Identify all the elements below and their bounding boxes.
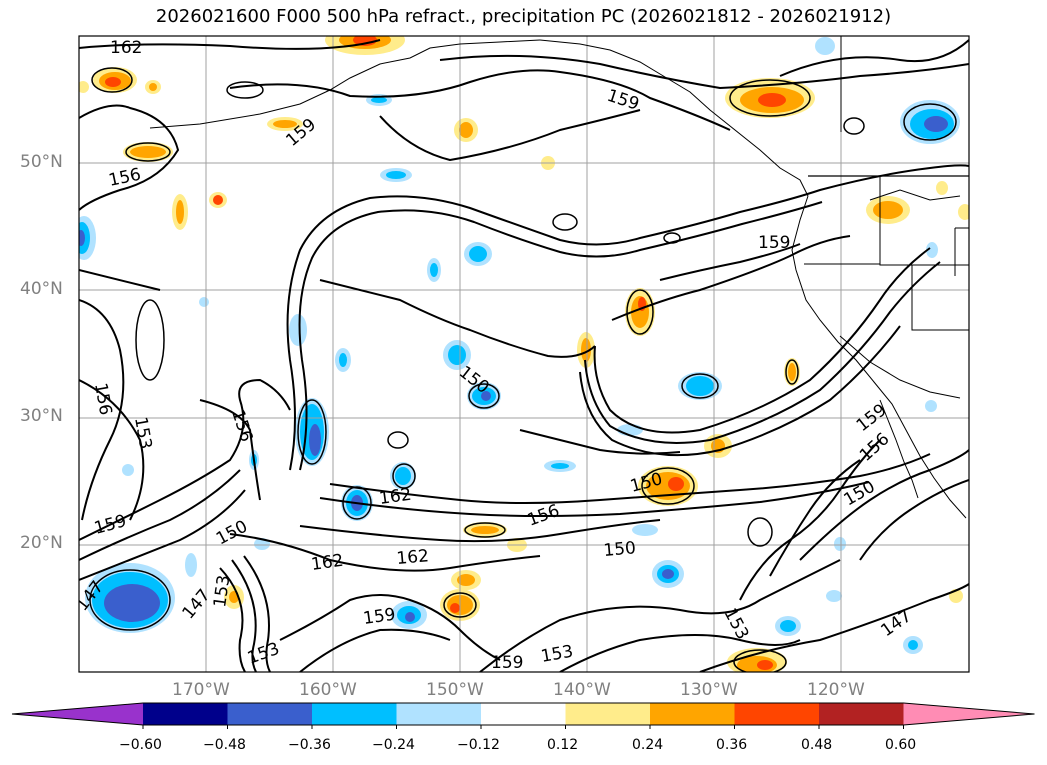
colorbar-segment <box>565 703 651 725</box>
precip-negative-patch <box>443 340 471 370</box>
lat-label: 30°N <box>20 406 63 426</box>
contour-label: 159 <box>758 233 790 253</box>
precip-negative-patch <box>617 424 643 436</box>
precip-negative-patch <box>335 348 351 372</box>
colorbar-segment <box>819 703 904 725</box>
precip-positive-patch <box>79 81 89 93</box>
precip-negative-patch <box>652 560 684 588</box>
colorbar <box>11 702 1035 729</box>
colorbar-tick-label: 0.24 <box>632 737 664 753</box>
precip-positive-patch <box>577 332 595 368</box>
precip-negative-patch <box>775 616 801 636</box>
colorbar-tick-label: 0.12 <box>547 737 579 753</box>
precip-negative-patch <box>295 398 329 466</box>
contour-label: 150 <box>603 538 637 561</box>
precip-negative-patch <box>122 464 134 476</box>
lat-label: 50°N <box>20 152 63 172</box>
precip-negative-patch <box>544 460 576 472</box>
precip-positive-patch <box>451 570 481 590</box>
colorbar-segment <box>481 703 566 725</box>
contour-label: 162 <box>378 485 413 509</box>
precip-negative-patch <box>925 400 937 412</box>
contour-label: 159 <box>491 653 523 673</box>
colorbar-segment <box>312 703 397 725</box>
map-title: 2026021600 F000 500 hPa refract., precip… <box>155 6 892 27</box>
precip-negative-patch <box>900 100 960 144</box>
precip-negative-patch <box>826 590 842 602</box>
colorbar-tick-label: 0.48 <box>801 737 833 753</box>
colorbar-tick-label: −0.36 <box>288 737 331 753</box>
colorbar-segment <box>143 703 228 725</box>
precip-positive-patch <box>123 142 173 162</box>
precip-positive-patch <box>325 36 405 55</box>
precip-positive-patch <box>725 78 815 118</box>
precip-negative-patch <box>85 563 175 633</box>
contour-label: 153 <box>210 574 234 609</box>
precip-negative-patch <box>199 297 209 307</box>
colorbar-tick-label: 0.36 <box>716 737 748 753</box>
precip-positive-patch <box>936 181 948 195</box>
contour-blobs <box>89 67 957 672</box>
precip-negative-patch <box>464 242 492 266</box>
lon-label: 150°W <box>426 680 484 700</box>
colorbar-tick-label: −0.48 <box>203 737 246 753</box>
contour-label: 162 <box>310 551 345 575</box>
lon-label: 170°W <box>172 680 230 700</box>
precip-negative-patch <box>903 636 923 654</box>
colorbar-segment <box>227 703 313 725</box>
colorbar-tick-label: −0.12 <box>457 737 500 753</box>
precip-shading <box>79 36 969 672</box>
colorbar-extend-right <box>903 703 1035 725</box>
precip-positive-patch <box>463 522 507 538</box>
precip-negative-patch <box>632 524 658 536</box>
precip-positive-patch <box>209 192 227 208</box>
precip-positive-patch <box>93 67 137 93</box>
lon-label: 130°W <box>680 680 738 700</box>
contour-label: 162 <box>396 546 430 569</box>
colorbar-extend-left <box>12 703 143 725</box>
precip-negative-patch <box>380 168 412 182</box>
colorbar-segment <box>734 703 820 725</box>
precip-positive-patch <box>267 117 303 131</box>
contour-label: 162 <box>110 38 142 58</box>
map-area: 162 159 156 159 156 153 156 159 150 147 … <box>79 36 969 673</box>
precip-negative-patch <box>926 242 938 258</box>
contour-label: 159 <box>362 605 397 629</box>
precip-negative-patch <box>834 537 846 551</box>
precip-positive-patch <box>625 288 655 336</box>
refractivity-contours <box>79 39 969 672</box>
precip-negative-patch <box>185 553 197 577</box>
precip-negative-patch <box>427 258 441 282</box>
lat-label: 40°N <box>20 279 63 299</box>
colorbar-tick-label: −0.24 <box>372 737 415 753</box>
precip-negative-patch <box>815 37 835 55</box>
lon-label: 140°W <box>553 680 611 700</box>
precip-positive-patch <box>172 194 188 230</box>
colorbar-segment <box>650 703 735 725</box>
precip-negative-patch <box>391 601 427 629</box>
map-frame <box>78 35 970 673</box>
colorbar-tick-label: −0.60 <box>119 737 162 753</box>
precip-negative-patch <box>289 314 307 346</box>
precip-positive-patch <box>866 196 910 224</box>
precip-positive-patch <box>454 118 478 142</box>
colorbar-segment <box>396 703 482 725</box>
lat-label: 20°N <box>20 533 63 553</box>
precip-negative-patch <box>390 462 416 490</box>
lon-label: 120°W <box>807 680 865 700</box>
precip-positive-patch <box>784 358 800 386</box>
precip-negative-patch <box>467 382 501 410</box>
precip-positive-patch <box>958 204 969 220</box>
lon-label: 160°W <box>299 680 357 700</box>
precip-negative-patch <box>79 216 96 260</box>
colorbar-tick-label: 0.60 <box>885 737 917 753</box>
contour-label-layer: 162 159 156 159 156 153 156 159 150 147 … <box>79 38 915 673</box>
precip-positive-patch <box>145 80 161 94</box>
precip-negative-patch <box>678 372 722 400</box>
